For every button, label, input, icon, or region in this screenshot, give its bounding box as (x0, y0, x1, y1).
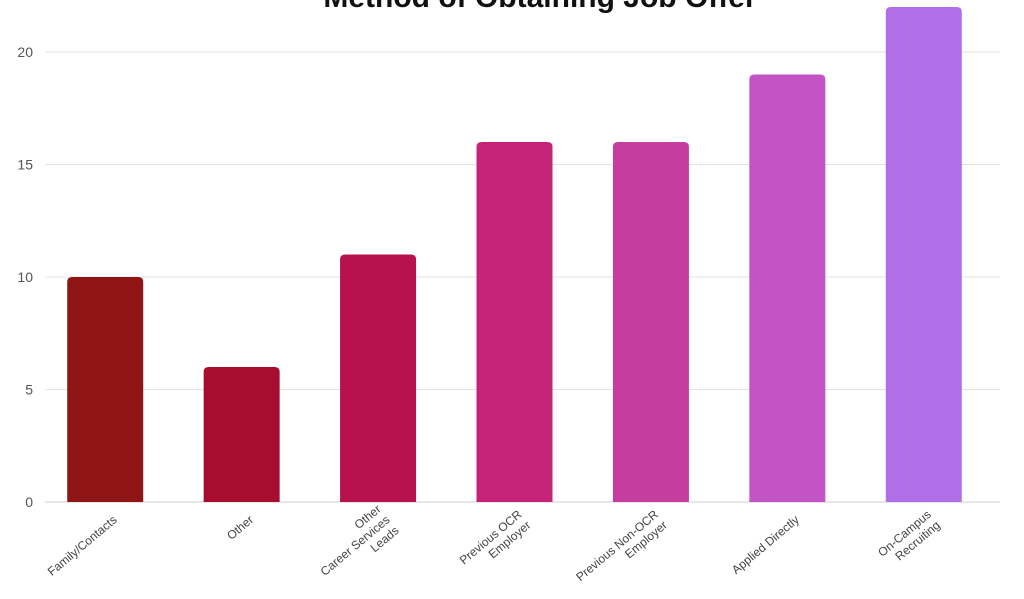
x-tick-label: Applied Directly (729, 513, 802, 577)
bars (67, 7, 962, 502)
bar (612, 142, 689, 502)
x-tick-label: Family/Contacts (45, 513, 120, 579)
bar (203, 367, 280, 502)
y-tick-label: 0 (25, 494, 33, 510)
bar (476, 142, 553, 502)
y-axis-tick-labels: 0 5 10 15 20 (17, 44, 33, 510)
chart-title: Method of Obtaining Job Offer (323, 0, 757, 14)
y-tick-label: 10 (17, 269, 33, 285)
x-tick-label: Other (224, 513, 256, 543)
bar (340, 254, 417, 502)
bar (885, 7, 962, 502)
y-tick-label: 15 (17, 157, 33, 173)
x-tick-label-group: Other (224, 513, 256, 543)
bar (749, 74, 826, 502)
bar (67, 277, 144, 502)
x-tick-label-group: Applied Directly (729, 513, 802, 577)
y-tick-label: 20 (17, 44, 33, 60)
y-tick-label: 5 (25, 382, 33, 398)
x-tick-label-group: Family/Contacts (45, 513, 120, 579)
